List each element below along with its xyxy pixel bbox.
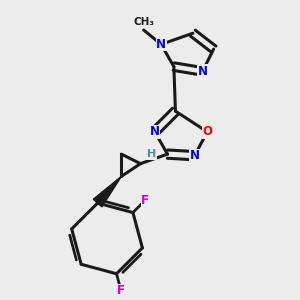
Text: O: O xyxy=(202,125,212,138)
Polygon shape xyxy=(93,176,122,207)
Text: F: F xyxy=(117,284,125,297)
Text: H: H xyxy=(147,149,156,159)
Text: N: N xyxy=(190,149,200,162)
Text: N: N xyxy=(197,65,208,78)
Text: N: N xyxy=(156,38,166,51)
Text: CH₃: CH₃ xyxy=(133,17,154,27)
Text: N: N xyxy=(150,125,160,138)
Text: F: F xyxy=(141,194,149,207)
